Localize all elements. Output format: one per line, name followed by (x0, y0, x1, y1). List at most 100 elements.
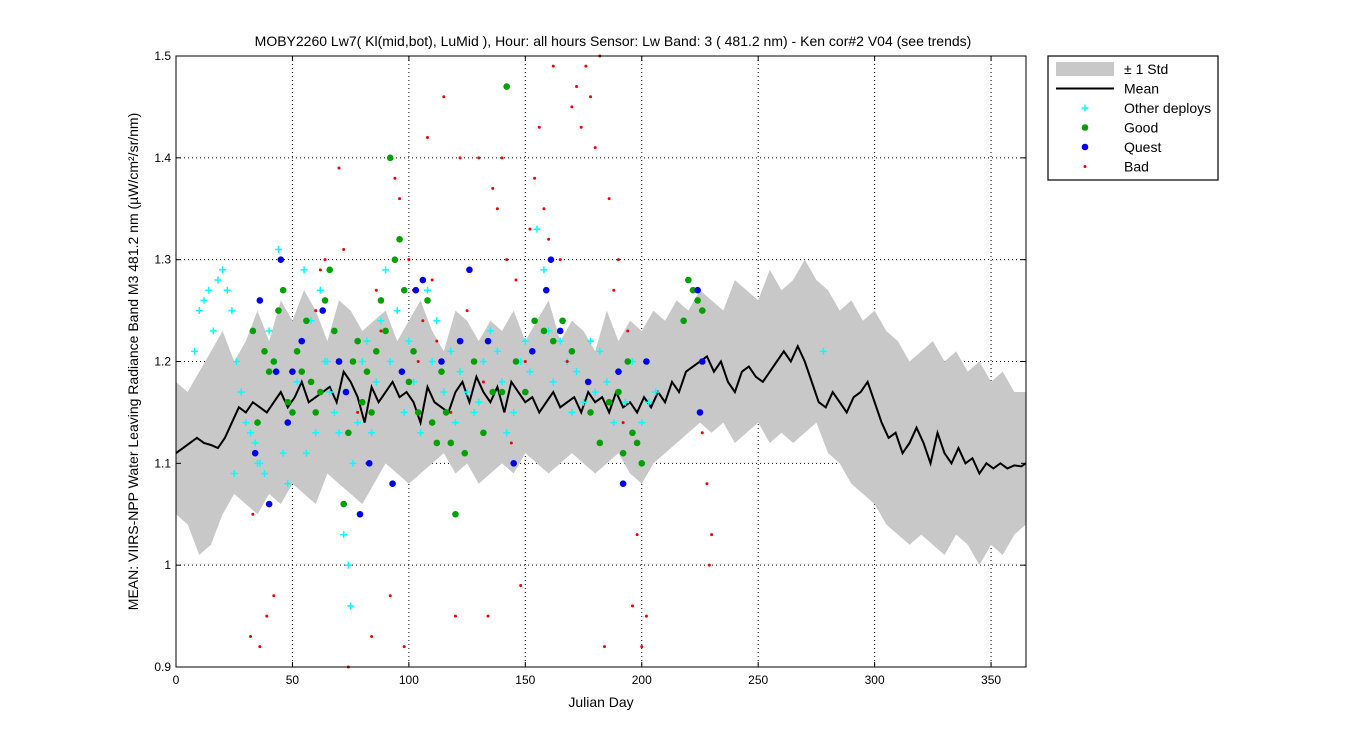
good-point (549, 337, 557, 345)
other-deploys-point (326, 388, 334, 396)
other-deploys-point (358, 358, 366, 365)
bad-point (442, 95, 446, 99)
good-point (303, 317, 310, 325)
good-point (512, 358, 520, 365)
bad-point (542, 207, 546, 211)
other-deploys-point (580, 398, 588, 406)
bad-point (547, 237, 551, 241)
other-deploys-point (223, 286, 231, 294)
legend-label-bad: Bad (1124, 159, 1149, 175)
chart-title: MOBY2260 Lw7( Kl(mid,bot), LuMid ), Hour… (255, 33, 972, 49)
quest-point (542, 286, 550, 294)
other-deploys-point (424, 286, 432, 294)
good-point (447, 439, 455, 447)
other-deploys-point (347, 602, 355, 610)
other-deploys-point (372, 378, 380, 386)
x-tick-label: 250 (748, 673, 768, 687)
quest-point (510, 460, 517, 467)
good-point (265, 368, 273, 375)
good-point (470, 358, 478, 365)
good-point (326, 266, 333, 274)
other-deploys-point (498, 378, 506, 386)
other-deploys-point (312, 429, 320, 437)
other-deploys-point (603, 378, 611, 386)
quest-point (251, 449, 259, 457)
bad-point (374, 288, 378, 292)
bad-point (533, 176, 537, 180)
good-point (424, 297, 431, 304)
bad-point (602, 645, 606, 649)
good-point (428, 419, 436, 426)
other-deploys-point (340, 531, 348, 539)
bad-point (523, 360, 527, 363)
other-deploys-point (200, 296, 208, 304)
bad-point (635, 533, 639, 537)
good-point (307, 378, 315, 386)
good-point (261, 348, 268, 355)
bad-point (705, 482, 709, 486)
other-deploys-point (302, 449, 310, 457)
good-point (298, 368, 306, 375)
bad-point (565, 360, 569, 363)
good-point (596, 439, 604, 447)
bad-point (388, 594, 392, 598)
good-point (689, 286, 697, 294)
other-deploys-point (533, 225, 541, 233)
other-deploys-point (382, 266, 390, 274)
y-tick-label: 1.4 (154, 151, 171, 165)
bad-point (630, 604, 634, 608)
legend-swatch-quest (1081, 143, 1089, 151)
other-deploys-point (493, 347, 501, 355)
bad-point (458, 156, 462, 160)
other-deploys-point (652, 388, 660, 396)
other-deploys-point (463, 388, 471, 396)
good-point (368, 409, 375, 416)
quest-point (365, 460, 373, 467)
good-point (254, 419, 261, 426)
good-point (489, 388, 497, 396)
bad-point (393, 176, 397, 180)
other-deploys-point (274, 245, 282, 253)
legend-label-other-deploys: Other deploys (1124, 100, 1211, 116)
other-deploys-point (363, 337, 371, 345)
other-deploys-point (293, 378, 301, 386)
good-point (345, 429, 352, 437)
other-deploys-point (242, 419, 250, 427)
good-point (433, 439, 441, 447)
quest-point (484, 337, 492, 345)
quest-point (643, 358, 650, 365)
good-point (331, 327, 338, 335)
good-point (438, 368, 445, 375)
good-point (685, 276, 692, 284)
other-deploys-point (510, 408, 518, 416)
other-deploys-point (400, 408, 408, 416)
bad-point (370, 634, 374, 638)
good-point (629, 429, 636, 437)
other-deploys-point (228, 307, 236, 315)
good-point (317, 388, 324, 396)
quest-point (412, 286, 420, 294)
other-deploys-point (368, 429, 376, 437)
good-point (559, 317, 566, 325)
y-tick-label: 1 (164, 558, 171, 572)
other-deploys-point (205, 286, 213, 294)
bad-point (356, 410, 360, 414)
good-point (386, 154, 394, 162)
bad-point (607, 197, 611, 201)
other-deploys-point (344, 561, 352, 569)
y-axis-label: MEAN: VIIRS-NPP Water Leaving Radiance B… (125, 113, 141, 610)
other-deploys-point (251, 439, 259, 447)
legend: ± 1 Std Mean Other deploys Good Quest Bad (1047, 55, 1219, 181)
quest-point (289, 368, 296, 375)
good-point (405, 378, 413, 386)
bad-point (612, 288, 616, 292)
bad-point (491, 186, 495, 190)
other-deploys-point (393, 307, 401, 315)
other-deploys-point (349, 459, 357, 467)
good-point (293, 348, 301, 355)
bad-point (402, 645, 406, 649)
bad-point (616, 258, 620, 262)
good-point (321, 297, 329, 304)
